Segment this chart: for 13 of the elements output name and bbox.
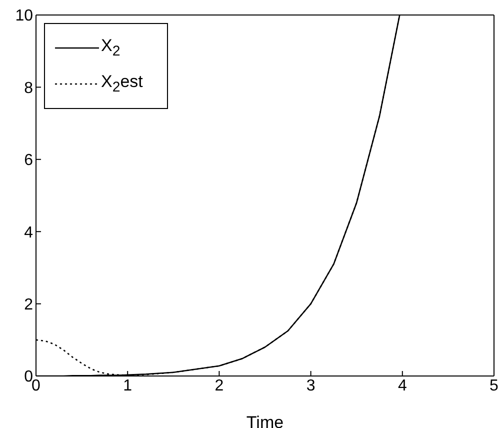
y-tick-label: 4 (24, 224, 34, 242)
y-tick-label: 8 (24, 80, 34, 97)
x-tick-label: 5 (490, 377, 499, 394)
x-axis-title: Time (246, 413, 284, 428)
x-tick-label: 2 (214, 377, 224, 394)
x-tick-label: 1 (123, 377, 132, 394)
y-tick-label: 6 (24, 152, 34, 170)
y-tick-label: 10 (15, 8, 34, 25)
legend-label: X$_{2}$est (101, 72, 143, 96)
legend-label: X$_{2}$ (101, 36, 120, 60)
x-tick-label: 4 (398, 377, 407, 394)
y-tick-label: 2 (24, 296, 34, 314)
x-tick-label: 3 (306, 377, 316, 394)
